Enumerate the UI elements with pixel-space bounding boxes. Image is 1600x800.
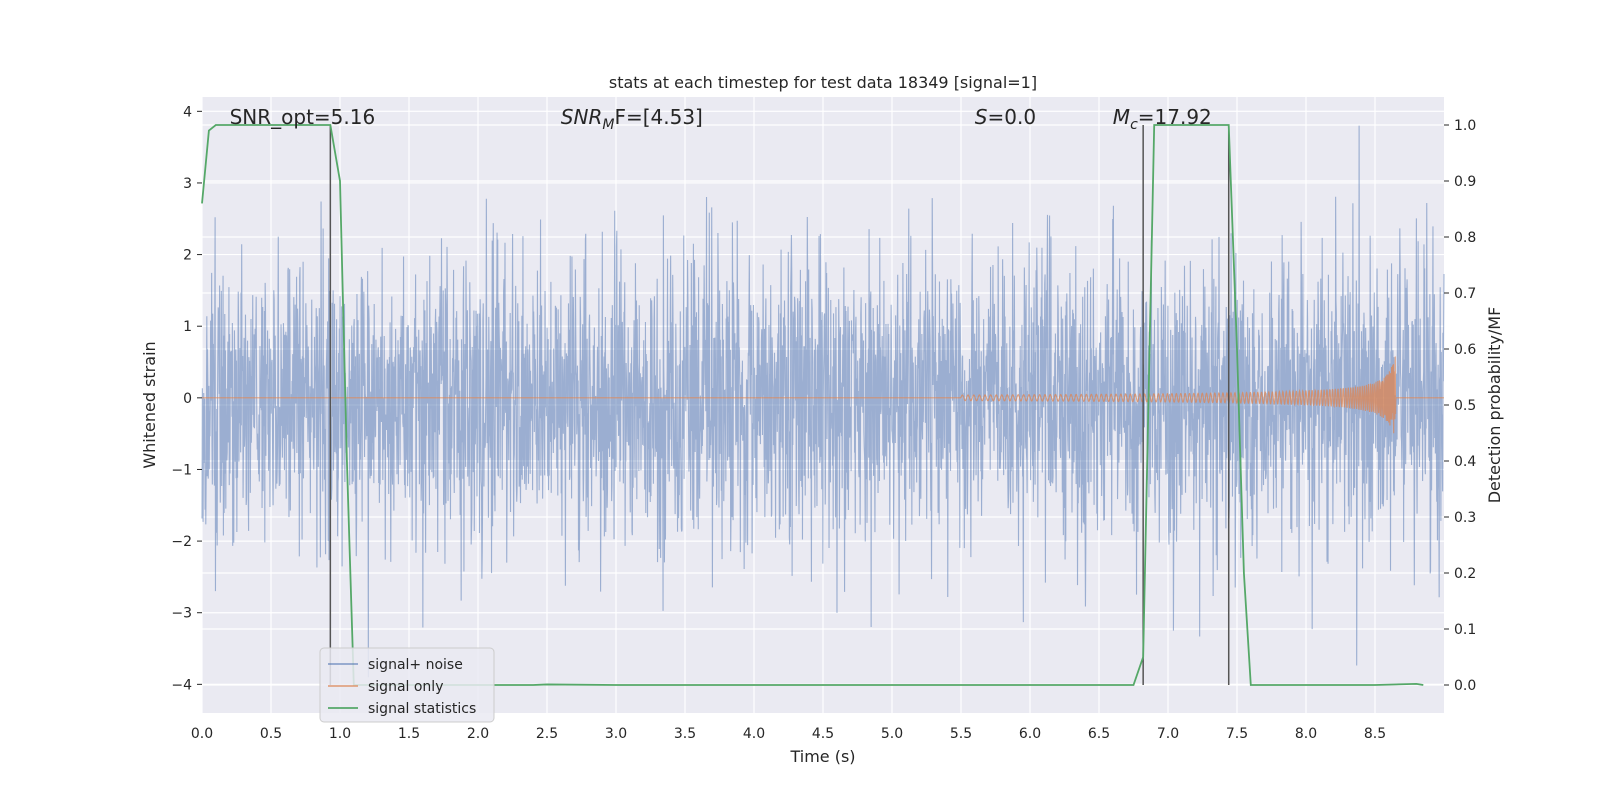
chart-title: stats at each timestep for test data 183… — [609, 73, 1037, 92]
signal-statistics-series — [201, 124, 1424, 686]
legend-label: signal statistics — [368, 701, 476, 717]
right-y-tick-label: 0.8 — [1454, 230, 1476, 246]
y-tick-label: 4 — [183, 104, 192, 120]
legend: signal+ noise signal only signal statistic… — [319, 647, 495, 723]
right-y-tick-label: 0.1 — [1454, 622, 1476, 638]
right-y-tick-label: 0.7 — [1454, 286, 1476, 302]
y-tick-label: −1 — [171, 462, 192, 478]
right-y-axis-label: Detection probability/MF — [1485, 307, 1504, 504]
x-tick-label: 7.5 — [1226, 726, 1248, 742]
x-tick-label: 8.5 — [1364, 726, 1386, 742]
x-tick-label: 5.5 — [950, 726, 972, 742]
annotation: SNRMF=[4.53] — [561, 105, 703, 133]
x-tick-label: 5.0 — [881, 726, 903, 742]
signal-noise-series — [201, 125, 1445, 678]
x-tick-label: 2.5 — [536, 726, 558, 742]
axis-ticks: 0.0 0.5 1.0 1.5 2.0 2.5 3.0 3.5 4.0 4.5 5.0 5.5 6.0 6… — [171, 104, 1476, 742]
x-tick-label: 3.0 — [605, 726, 627, 742]
annotation: S=0.0 — [975, 105, 1036, 129]
annotation: SNR_opt=5.16 — [230, 105, 376, 129]
right-y-tick-label: 0.4 — [1454, 454, 1476, 470]
x-tick-label: 7.0 — [1157, 726, 1179, 742]
legend-label: signal only — [368, 679, 443, 695]
right-y-tick-label: 0.2 — [1454, 566, 1476, 582]
right-y-tick-label: 0.9 — [1454, 174, 1476, 190]
x-tick-label: 6.0 — [1019, 726, 1041, 742]
x-tick-label: 1.5 — [398, 726, 420, 742]
y-tick-label: 1 — [183, 319, 192, 335]
vertical-markers — [329, 125, 1230, 685]
y-axis-label: Whitened strain — [140, 341, 159, 468]
legend-label: signal+ noise — [368, 657, 463, 673]
right-y-tick-label: 1.0 — [1454, 118, 1476, 134]
x-tick-label: 0.5 — [260, 726, 282, 742]
statistics-line — [201, 124, 1424, 686]
x-tick-label: 0.0 — [191, 726, 213, 742]
y-tick-label: −4 — [171, 677, 192, 693]
x-tick-label: 6.5 — [1088, 726, 1110, 742]
x-tick-label: 2.0 — [467, 726, 489, 742]
y-tick-label: 3 — [183, 176, 192, 192]
annotations: SNR_opt=5.16 SNRMF=[4.53] S=0.0 Mc=17.92 — [230, 105, 1212, 133]
y-tick-label: −2 — [171, 534, 192, 550]
x-axis-label: Time (s) — [789, 747, 855, 766]
right-y-tick-label: 0.0 — [1454, 678, 1476, 694]
right-y-tick-label: 0.3 — [1454, 510, 1476, 526]
noise-line — [201, 125, 1445, 678]
x-tick-label: 4.5 — [812, 726, 834, 742]
x-tick-label: 4.0 — [743, 726, 765, 742]
x-tick-label: 8.0 — [1295, 726, 1317, 742]
annotation: Mc=17.92 — [1113, 105, 1212, 133]
right-y-tick-label: 0.5 — [1454, 398, 1476, 414]
x-tick-label: 3.5 — [674, 726, 696, 742]
right-y-tick-label: 0.6 — [1454, 342, 1476, 358]
y-tick-label: −3 — [171, 606, 192, 622]
signal-only-series — [202, 356, 1444, 434]
x-tick-label: 1.0 — [329, 726, 351, 742]
legend-box — [319, 647, 495, 723]
y-tick-label: 2 — [183, 248, 192, 264]
y-tick-label: 0 — [183, 391, 192, 407]
signal-line — [202, 356, 1444, 434]
